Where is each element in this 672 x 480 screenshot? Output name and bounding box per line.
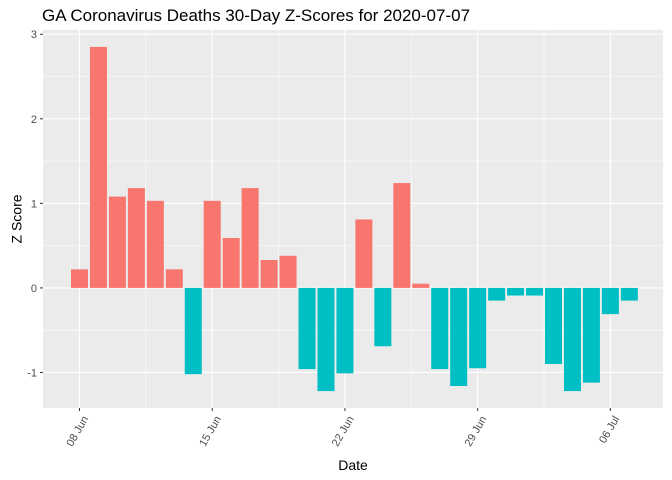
bar-2020-06-13 (165, 269, 183, 288)
y-axis-title: Z Score (9, 194, 25, 243)
x-tick-label: 06 Jul (597, 414, 622, 445)
bar-2020-06-12 (146, 200, 164, 288)
bar-2020-07-04 (563, 287, 581, 392)
x-tick-label: 15 Jun (197, 414, 224, 449)
bar-2020-07-01 (507, 287, 525, 296)
y-tick-label: 1 (31, 198, 37, 210)
x-tick-label: 29 Jun (463, 414, 490, 449)
bar-2020-06-17 (241, 188, 259, 288)
bar-2020-06-19 (279, 255, 297, 288)
bar-2020-06-27 (431, 287, 449, 370)
y-tick-label: -1 (27, 367, 37, 379)
x-axis-title: Date (338, 457, 368, 473)
bar-2020-06-14 (184, 287, 202, 375)
bar-2020-06-09 (89, 46, 107, 288)
bar-2020-07-06 (601, 287, 619, 315)
bar-2020-06-15 (203, 200, 221, 288)
bar-2020-06-22 (336, 287, 354, 374)
bar-2020-06-21 (317, 287, 335, 392)
bar-2020-06-11 (127, 188, 145, 288)
bar-2020-06-26 (412, 283, 430, 288)
x-tick-label: 22 Jun (330, 414, 357, 449)
y-tick-label: 2 (31, 114, 37, 126)
chart-title: GA Coronavirus Deaths 30-Day Z-Scores fo… (42, 6, 471, 25)
x-axis: 08 Jun 15 Jun 22 Jun 29 Jun 06 Jul (64, 408, 622, 449)
bar-2020-07-05 (582, 287, 600, 383)
bar-2020-06-24 (374, 287, 392, 347)
y-tick-label: 0 (31, 283, 37, 295)
y-axis: -1 0 1 2 3 (27, 29, 43, 379)
bar-2020-06-08 (71, 269, 88, 288)
bar-2020-06-30 (488, 287, 506, 301)
bars (71, 46, 638, 392)
y-tick-label: 3 (31, 29, 37, 41)
bar-2020-06-23 (355, 219, 373, 288)
x-tick-label: 08 Jun (64, 414, 91, 449)
bar-2020-07-07 (620, 287, 638, 301)
bar-2020-06-20 (298, 287, 316, 370)
bar-2020-06-29 (469, 287, 487, 369)
bar-2020-06-16 (222, 238, 240, 288)
bar-2020-07-02 (526, 287, 544, 296)
bar-2020-06-18 (260, 260, 278, 288)
bar-2020-06-25 (393, 183, 411, 288)
bar-2020-07-03 (545, 287, 562, 365)
bar-2020-06-10 (108, 196, 126, 288)
bar-2020-06-28 (450, 287, 468, 387)
